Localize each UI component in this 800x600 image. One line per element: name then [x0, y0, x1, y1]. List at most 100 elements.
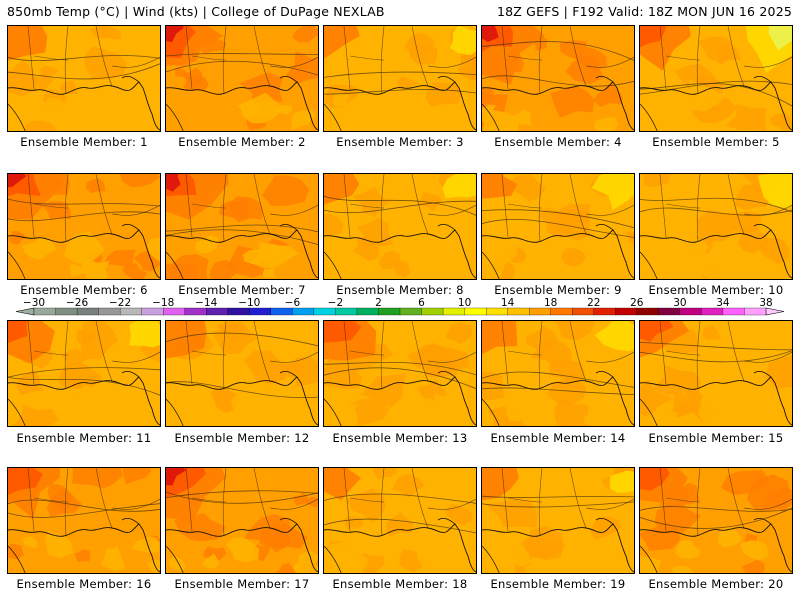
- state-border: [411, 321, 429, 382]
- colorbar-swatch: [744, 307, 767, 316]
- coastline: [8, 81, 160, 131]
- cool-patch: [45, 530, 73, 559]
- warm-patch: [61, 348, 89, 368]
- extreme-region: [482, 26, 499, 42]
- state-border: [501, 174, 509, 238]
- temperature-map: [640, 174, 792, 279]
- state-border: [427, 498, 476, 510]
- ensemble-member-label: Ensemble Member: 5: [652, 135, 780, 149]
- temperature-map: [8, 174, 160, 279]
- cool-patch: [699, 251, 734, 279]
- hot-region: [482, 321, 518, 355]
- state-border: [585, 56, 634, 68]
- cool-patch: [740, 540, 769, 561]
- state-border: [696, 468, 701, 537]
- ensemble-panel: [323, 467, 477, 574]
- warm-patch: [12, 403, 59, 426]
- warm-patch: [359, 373, 407, 408]
- hotter-region: [640, 321, 674, 342]
- warm-patch: [378, 250, 401, 270]
- state-border: [269, 351, 318, 363]
- cool-patch: [230, 416, 259, 426]
- warm-patch: [80, 321, 119, 360]
- state-border: [64, 468, 69, 537]
- state-border: [411, 468, 429, 529]
- colorbar-swatch: [206, 307, 229, 316]
- coastline: [595, 223, 614, 231]
- temperature-map: [8, 26, 160, 131]
- temperature-map: [482, 174, 634, 279]
- cool-patch: [114, 83, 145, 107]
- height-contour: [324, 200, 476, 214]
- cool-patch: [667, 412, 704, 426]
- temperature-map: [640, 321, 792, 426]
- cool-patch: [91, 95, 107, 110]
- ensemble-member-label: Ensemble Member: 4: [494, 135, 622, 149]
- state-border: [349, 55, 385, 61]
- coastline: [482, 523, 634, 573]
- colorbar-tick-label: 14: [501, 297, 515, 309]
- country-border: [640, 251, 658, 279]
- state-border: [349, 350, 385, 356]
- height-contour: [324, 518, 476, 534]
- coastline: [640, 376, 792, 426]
- temperature-colorbar: −30 −26 −22 −18 −14 −10 −6 −2 2 6 10 14 18 22 26 30 34 38…: [15, 297, 785, 316]
- country-border: [482, 251, 500, 279]
- cool-patch: [687, 267, 704, 279]
- warm-patch: [72, 468, 124, 489]
- colorbar-max-arrow: [765, 307, 785, 316]
- coastline: [753, 75, 772, 83]
- height-contour: [640, 197, 792, 213]
- ensemble-member-label: Ensemble Member: 12: [174, 431, 310, 445]
- state-border: [727, 321, 745, 382]
- state-border: [538, 468, 543, 537]
- warm-patch: [275, 563, 300, 573]
- state-border: [33, 497, 69, 503]
- state-border: [569, 321, 587, 382]
- ensemble-member-label: Ensemble Member: 6: [20, 283, 148, 297]
- colorbar-swatch: [464, 307, 487, 316]
- warm-patch: [8, 543, 24, 560]
- temperature-map: [640, 468, 792, 573]
- colorbar-swatch: [615, 307, 638, 316]
- cool-patch: [697, 395, 732, 423]
- cool-patch: [673, 115, 707, 131]
- ensemble-panel: [165, 320, 319, 427]
- country-border: [166, 103, 184, 131]
- colorbar-tick-label: 34: [716, 297, 730, 309]
- colorbar-swatch: [442, 307, 466, 316]
- colorbar-swatch: [593, 307, 616, 316]
- cooler-region: [757, 174, 792, 209]
- colorbar-tick-label: −30: [23, 297, 45, 309]
- state-border: [501, 321, 509, 385]
- chart-title: 850mb Temp (°C) | Wind (kts) | College o…: [7, 4, 385, 19]
- state-border: [33, 350, 69, 356]
- colorbar-swatch: [636, 307, 659, 316]
- warm-patch: [654, 502, 701, 534]
- state-border: [665, 55, 701, 61]
- ensemble-member-label: Ensemble Member: 13: [332, 431, 468, 445]
- hot-region: [324, 26, 360, 59]
- coastline: [482, 229, 634, 279]
- height-contour: [8, 63, 160, 80]
- coastline: [166, 523, 318, 573]
- cool-patch: [524, 558, 550, 573]
- warm-patch: [8, 230, 27, 245]
- height-contour: [324, 195, 476, 216]
- height-contour: [640, 350, 792, 363]
- warm-patch: [671, 483, 700, 505]
- ensemble-panel: [481, 467, 635, 574]
- ensemble-panel: [639, 320, 793, 427]
- country-border: [166, 545, 184, 573]
- colorbar-swatch: [313, 307, 336, 316]
- ensemble-member-label: Ensemble Member: 16: [16, 577, 152, 591]
- colorbar-tick-label: 6: [418, 297, 425, 309]
- state-border: [222, 174, 227, 243]
- height-contour: [166, 490, 318, 498]
- colorbar-swatch: [292, 307, 315, 316]
- coastline: [279, 370, 298, 378]
- state-border: [507, 55, 543, 61]
- state-border: [64, 174, 69, 243]
- cool-patch: [240, 92, 284, 124]
- state-border: [27, 321, 35, 385]
